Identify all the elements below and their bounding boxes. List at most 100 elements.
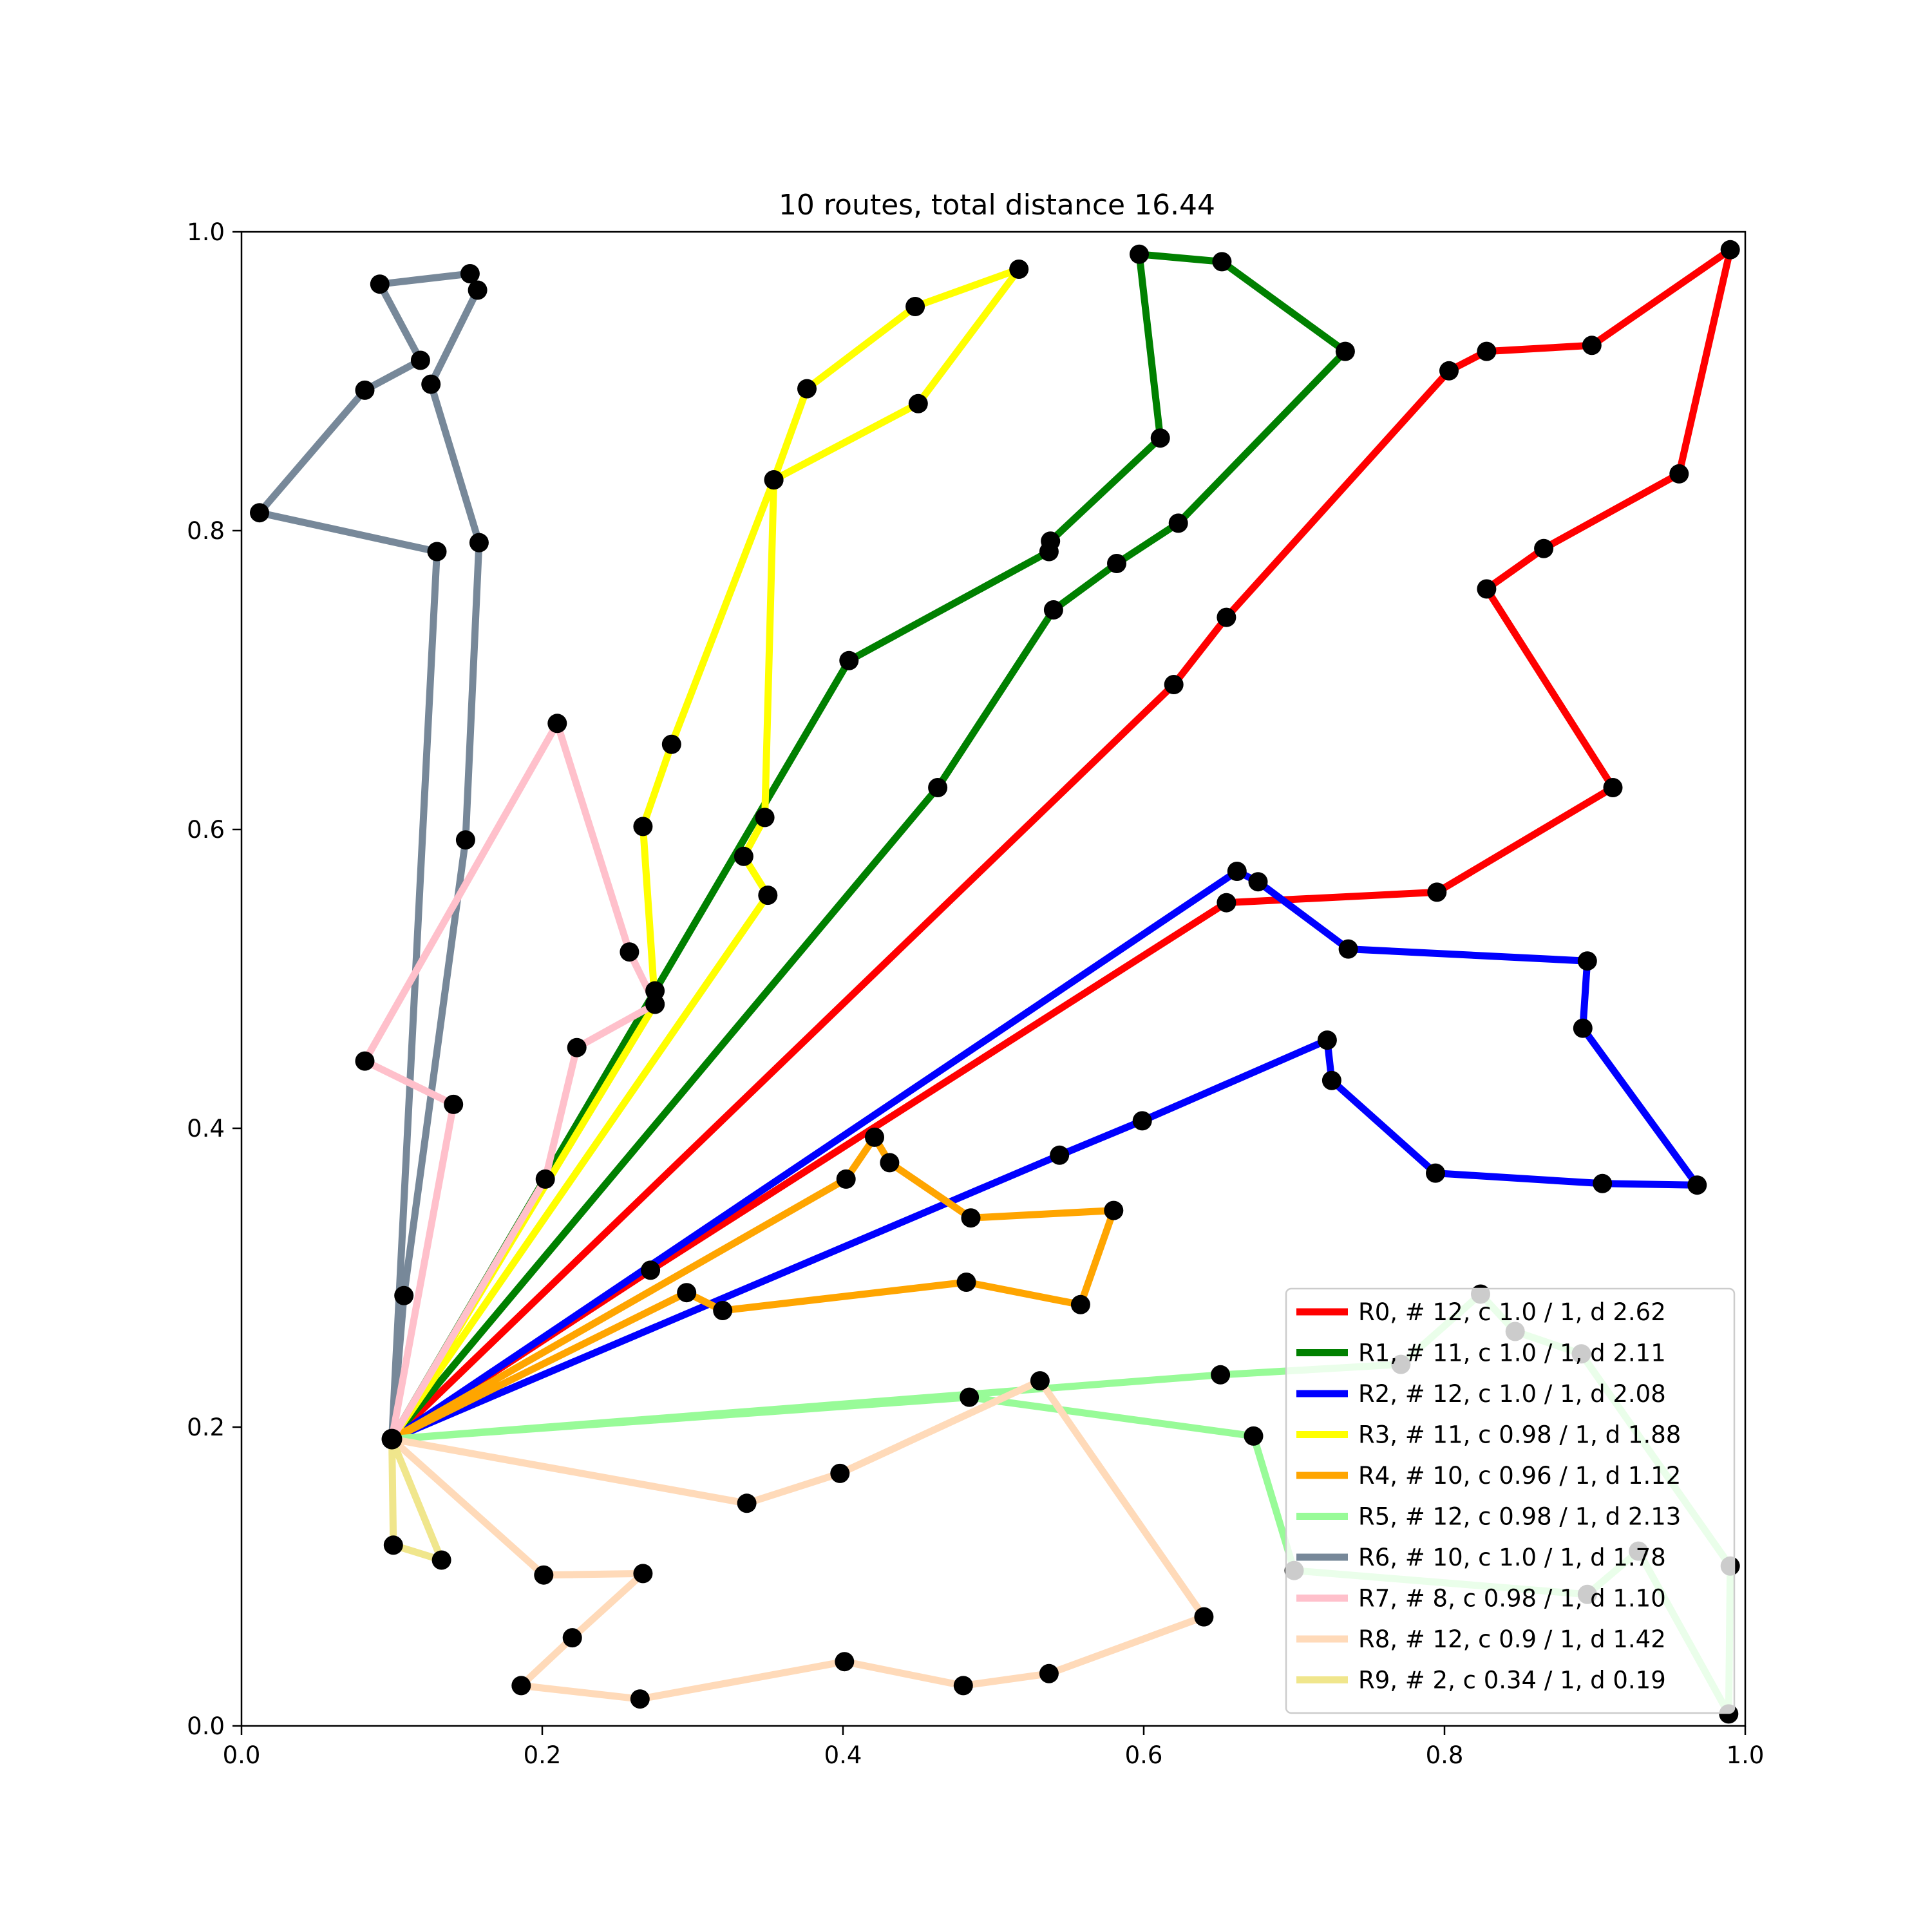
customer-point — [410, 350, 430, 370]
customer-point — [1168, 513, 1188, 533]
customer-point — [427, 542, 447, 562]
customer-point — [1104, 1200, 1124, 1220]
x-tick-label: 0.2 — [524, 1741, 562, 1769]
legend-label-r1: R1, # 11, c 1.0 / 1, d 2.11 — [1358, 1340, 1666, 1367]
customer-point — [839, 650, 859, 670]
customer-point — [764, 470, 784, 490]
route-line-r6 — [256, 270, 483, 1440]
customer-point — [1427, 882, 1447, 902]
legend-box — [1285, 1287, 1736, 1714]
customer-point — [633, 1564, 653, 1584]
customer-point — [1164, 675, 1184, 694]
customer-point — [1593, 1173, 1613, 1193]
customer-point — [1043, 600, 1063, 620]
customer-point — [460, 264, 480, 283]
customer-point — [1573, 1018, 1593, 1038]
customer-point — [394, 1285, 414, 1305]
plot-frame — [240, 231, 1747, 1727]
customer-point — [1439, 361, 1459, 381]
customer-point — [1130, 244, 1149, 264]
customer-point — [1335, 341, 1355, 361]
legend-label-r8: R8, # 12, c 0.9 / 1, d 1.42 — [1358, 1625, 1666, 1653]
customer-point — [431, 1550, 451, 1570]
chart-title: 10 routes, total distance 16.44 — [779, 189, 1215, 222]
customer-point — [1212, 252, 1232, 272]
customer-point — [1338, 939, 1358, 959]
legend-label-r6: R6, # 10, c 1.0 / 1, d 1.78 — [1358, 1544, 1666, 1571]
customer-point — [1603, 778, 1623, 797]
customer-point — [1687, 1175, 1707, 1195]
x-tick-label: 1.0 — [1727, 1741, 1765, 1769]
customer-point — [455, 830, 475, 850]
route-line-r8 — [389, 1377, 1208, 1703]
customer-point — [567, 1037, 587, 1057]
customer-point — [1227, 862, 1247, 881]
customer-point — [1426, 1163, 1445, 1183]
x-tick-label: 0.0 — [223, 1741, 261, 1769]
customer-point — [797, 379, 817, 399]
customer-point — [645, 994, 665, 1014]
customer-point — [880, 1153, 900, 1173]
customer-point — [534, 1565, 554, 1585]
customer-point — [1534, 538, 1554, 558]
customer-point — [961, 1208, 981, 1228]
customer-point — [1107, 554, 1126, 573]
legend-label-r3: R3, # 11, c 0.98 / 1, d 1.88 — [1358, 1421, 1681, 1449]
y-tick-label: 0.4 — [187, 1115, 225, 1142]
y-tick-label: 0.2 — [187, 1414, 225, 1441]
customer-point — [908, 393, 928, 413]
customer-point — [830, 1463, 850, 1483]
legend-label-r9: R9, # 2, c 0.34 / 1, d 0.19 — [1358, 1667, 1666, 1694]
y-tick-label: 1.0 — [187, 218, 225, 246]
customer-point — [421, 374, 441, 394]
customer-point — [633, 817, 653, 837]
customer-point — [905, 297, 925, 316]
customer-point — [535, 1169, 555, 1189]
customer-point — [630, 1689, 650, 1709]
customer-point — [1720, 240, 1740, 260]
customer-point — [1321, 1070, 1341, 1090]
legend-label-r5: R5, # 12, c 0.98 / 1, d 2.13 — [1358, 1503, 1681, 1531]
customer-point — [1039, 1663, 1059, 1683]
customer-point — [1211, 1365, 1231, 1385]
customer-point — [562, 1628, 582, 1648]
customer-point — [383, 1535, 403, 1555]
customer-point — [953, 1676, 973, 1696]
customer-point — [836, 1169, 856, 1189]
customer-point — [1217, 607, 1236, 627]
y-tick-label: 0.8 — [187, 517, 225, 545]
customer-point — [1009, 260, 1029, 279]
customer-point — [620, 942, 639, 962]
customer-point — [355, 1051, 375, 1071]
customer-point — [1132, 1111, 1152, 1131]
legend: R0, # 12, c 1.0 / 1, d 2.62 R1, # 11, c 1… — [1285, 1287, 1736, 1714]
x-tick-label: 0.8 — [1426, 1741, 1464, 1769]
customer-point — [713, 1301, 733, 1320]
customer-point — [677, 1283, 697, 1303]
customer-point — [956, 1273, 976, 1292]
customer-point — [661, 734, 681, 754]
customer-point — [547, 714, 567, 734]
customer-point — [960, 1387, 980, 1407]
customer-point — [511, 1676, 531, 1696]
customer-point — [250, 503, 269, 523]
customer-point — [641, 1260, 661, 1280]
customer-point — [1244, 1426, 1264, 1446]
customer-point — [355, 380, 375, 400]
customer-point — [1317, 1030, 1337, 1050]
legend-label-r7: R7, # 8, c 0.98 / 1, d 1.10 — [1358, 1585, 1666, 1613]
customer-point — [370, 274, 390, 294]
route-line-r2 — [390, 867, 1701, 1443]
depot-point — [381, 1428, 402, 1450]
customer-point — [758, 886, 778, 905]
x-axis: 0.0 0.2 0.4 0.6 0.8 1.0 — [223, 1726, 1765, 1769]
route-line-r1 — [388, 251, 1349, 1442]
y-axis: 0.0 0.2 0.4 0.6 0.8 1.0 — [187, 218, 242, 1740]
customer-point — [734, 846, 753, 866]
customer-point — [1150, 428, 1170, 448]
customer-point — [645, 981, 665, 1001]
legend-label-r4: R4, # 10, c 0.96 / 1, d 1.12 — [1358, 1462, 1681, 1490]
customer-point — [1030, 1371, 1050, 1391]
y-tick-label: 0.6 — [187, 816, 225, 844]
